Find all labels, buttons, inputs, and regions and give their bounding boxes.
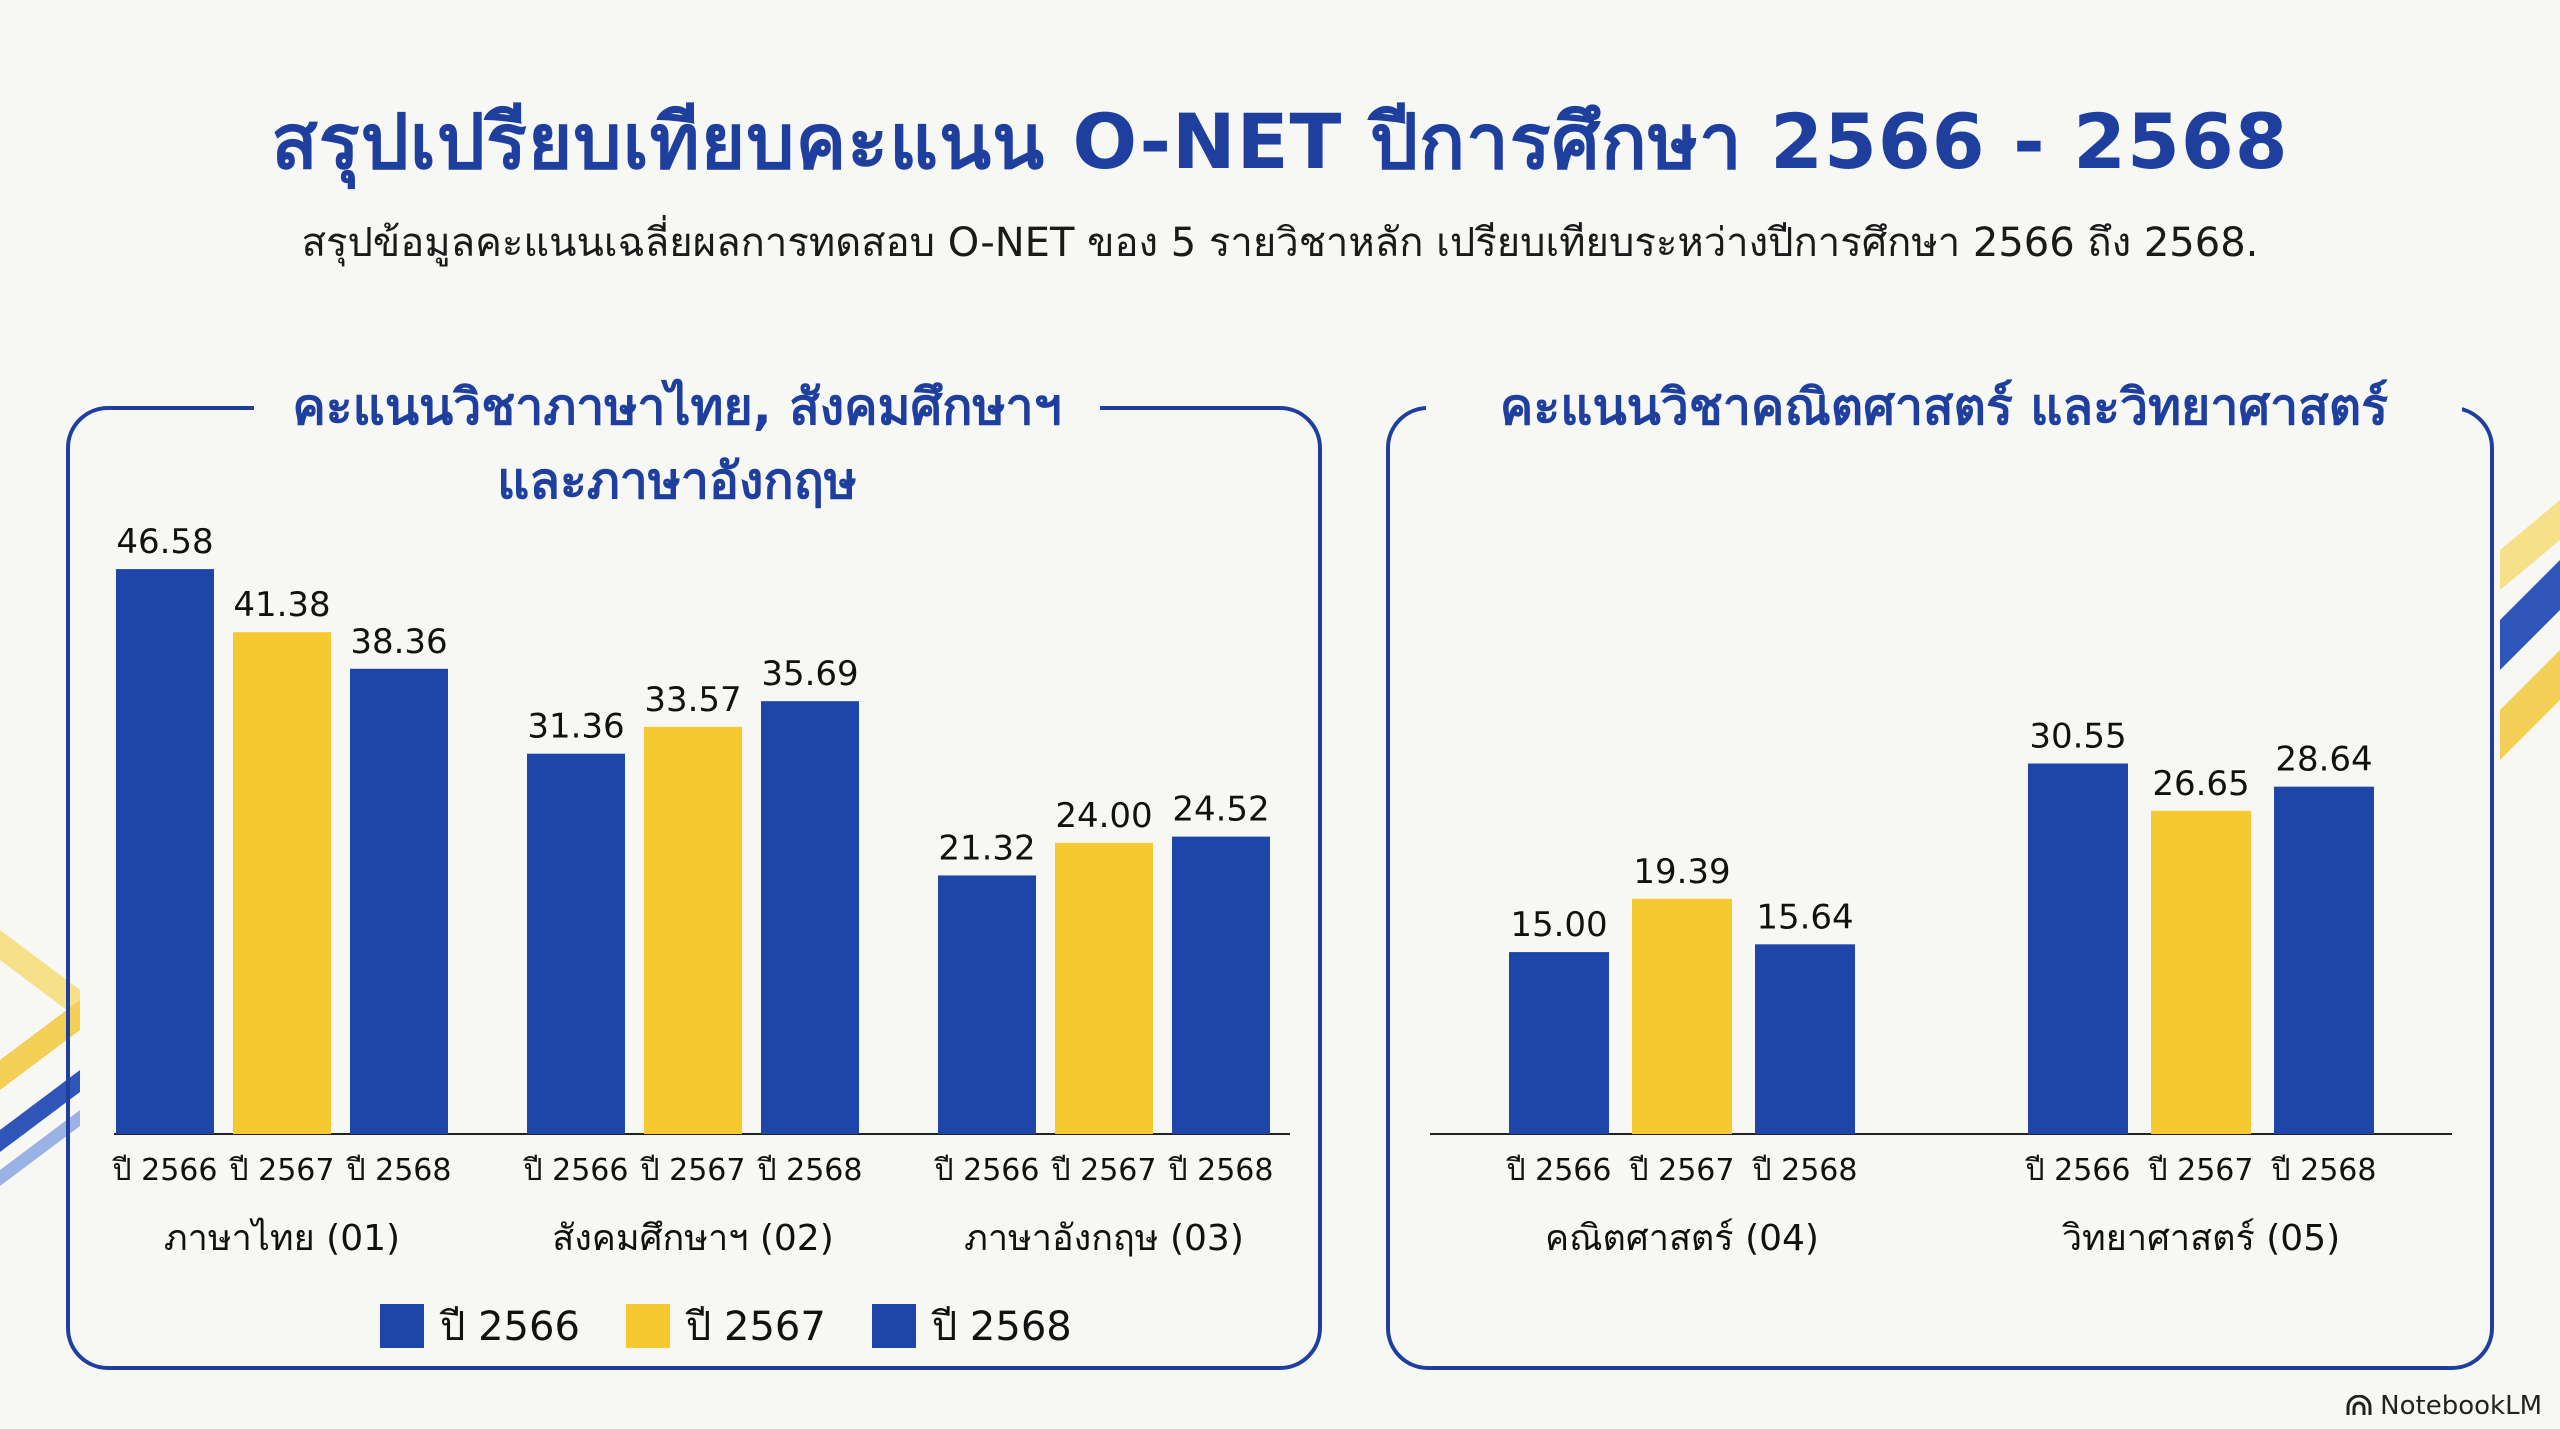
data-label: 35.69	[761, 654, 858, 694]
x-tick-label: ปี 2568	[1168, 1153, 1274, 1188]
bar	[116, 569, 214, 1134]
bar	[644, 726, 742, 1134]
x-tick-label: ปี 2566	[523, 1153, 629, 1188]
x-tick-label: ปี 2567	[640, 1153, 746, 1188]
data-label: 30.55	[2029, 717, 2126, 757]
bar	[233, 632, 331, 1134]
category-label: สังคมศึกษาฯ (02)	[552, 1218, 834, 1259]
x-tick-label: ปี 2567	[1629, 1153, 1735, 1188]
bar	[2274, 786, 2374, 1134]
legend-label: ปี 2567	[685, 1304, 826, 1350]
bar	[2028, 763, 2128, 1134]
x-tick-label: ปี 2568	[2271, 1153, 2377, 1188]
data-label: 19.39	[1633, 852, 1730, 892]
bar	[938, 875, 1036, 1134]
data-label: 26.65	[2152, 764, 2249, 804]
data-label: 31.36	[527, 707, 624, 747]
chart-title-language-social: คะแนนวิชาภาษาไทย, สังคมศึกษาฯ และภาษาอัง…	[254, 370, 1100, 518]
chart-panel-language-social: คะแนนวิชาภาษาไทย, สังคมศึกษาฯ และภาษาอัง…	[66, 370, 1322, 1370]
data-label: 33.57	[644, 680, 741, 720]
chart-panel-math-science: คะแนนวิชาคณิตศาสตร์ และวิทยาศาสตร์	[1386, 370, 2494, 1370]
data-label: 24.52	[1172, 790, 1269, 830]
decorative-stripes-right	[2500, 500, 2560, 760]
x-tick-label: ปี 2568	[757, 1153, 863, 1188]
x-tick-label: ปี 2566	[934, 1153, 1040, 1188]
bar	[1509, 952, 1609, 1134]
page-subtitle: สรุปข้อมูลคะแนนเฉลี่ยผลการทดสอบ O-NET ขอ…	[301, 220, 2259, 266]
bar	[2151, 810, 2251, 1134]
decorative-stripes-left	[0, 930, 80, 1186]
data-label: 15.64	[1756, 897, 1853, 937]
category-label: ภาษาไทย (01)	[164, 1217, 400, 1259]
chart-title-line: คะแนนวิชาคณิตศาสตร์ และวิทยาศาสตร์	[1499, 378, 2389, 436]
data-label: 28.64	[2275, 740, 2372, 780]
legend-item-2566: ปี 2566	[380, 1294, 580, 1358]
x-tick-label: ปี 2567	[229, 1153, 335, 1188]
chart-legend: ปี 2566 ปี 2567 ปี 2568	[380, 1294, 1072, 1358]
notebooklm-logo-icon	[2346, 1395, 2372, 1415]
bar	[1055, 842, 1153, 1134]
legend-swatch	[871, 1304, 916, 1348]
data-label: 24.00	[1055, 796, 1152, 836]
legend-swatch	[625, 1304, 670, 1348]
x-tick-label: ปี 2568	[1752, 1153, 1858, 1188]
x-tick-label: ปี 2568	[346, 1153, 452, 1188]
bar	[1172, 836, 1270, 1134]
brand-label: NotebookLM	[2380, 1391, 2542, 1421]
page-title: สรุปเปรียบเทียบคะแนน O-NET ปีการศึกษา 25…	[271, 97, 2289, 186]
legend-item-2567: ปี 2567	[625, 1294, 826, 1358]
data-label: 41.38	[233, 585, 330, 625]
data-label: 46.58	[116, 522, 213, 562]
data-label: 21.32	[938, 828, 1035, 868]
x-tick-label: ปี 2566	[2025, 1153, 2131, 1188]
chart-title-math-science: คะแนนวิชาคณิตศาสตร์ และวิทยาศาสตร์	[1426, 370, 2462, 444]
category-label: วิทยาศาสตร์ (05)	[2062, 1218, 2340, 1259]
legend-swatch	[380, 1304, 424, 1348]
chart-title-line: และภาษาอังกฤษ	[497, 452, 857, 510]
data-label: 15.00	[1510, 905, 1607, 945]
bar	[1632, 898, 1732, 1134]
x-tick-label: ปี 2567	[2148, 1153, 2254, 1188]
legend-item-2568: ปี 2568	[871, 1294, 1072, 1358]
bar	[761, 701, 859, 1134]
category-label: คณิตศาสตร์ (04)	[1545, 1218, 1819, 1259]
x-tick-label: ปี 2566	[112, 1153, 218, 1188]
chart-title-line: คะแนนวิชาภาษาไทย, สังคมศึกษาฯ	[292, 378, 1062, 436]
notebooklm-brand: NotebookLM	[2346, 1391, 2542, 1421]
data-label: 38.36	[350, 622, 447, 662]
bar	[350, 668, 448, 1134]
bar	[1755, 944, 1855, 1134]
x-tick-label: ปี 2567	[1051, 1153, 1157, 1188]
x-tick-label: ปี 2566	[1506, 1153, 1612, 1188]
bar	[527, 753, 625, 1134]
category-label: ภาษาอังกฤษ (03)	[964, 1218, 1244, 1259]
legend-label: ปี 2568	[931, 1304, 1072, 1350]
legend-label: ปี 2566	[440, 1304, 580, 1350]
